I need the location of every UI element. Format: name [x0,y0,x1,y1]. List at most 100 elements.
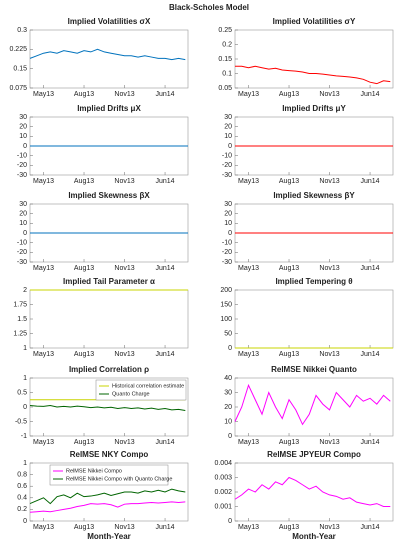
y-tick-label: 0 [23,518,27,525]
x-tick-label: Jun14 [361,91,380,98]
x-tick-label: Nov13 [114,351,134,358]
series-line [29,488,186,505]
x-tick-label: Jun14 [361,524,380,531]
y-tick-label: 0.8 [17,471,27,478]
x-tick-label: Nov13 [114,524,134,531]
x-tick-label: Nov13 [114,178,134,185]
subplot-title: RelMSE NKY Compo [70,450,149,459]
subplot: RelMSE NKY Compo 0 0.2 0.4 0.6 0.8 1 May13 Aug13… [17,450,189,541]
x-tick-label: May13 [238,178,259,185]
y-tick-label: -20 [17,249,27,256]
legend-label: Quanto Charge [112,391,150,397]
y-tick-label: 0.5 [17,389,27,396]
y-tick-label: 30 [19,201,27,208]
axes-frame [234,29,394,89]
axes-frame [234,377,394,437]
subplot: Implied Skewness βY -30 -20 -10 0 10 20 30 May13… [222,191,394,272]
subplot: Implied Volatilities σY 0.05 0.1 0.15 0.2 0.2… [218,17,394,98]
y-tick-label: -30 [222,259,232,266]
y-tick-label: 20 [19,124,27,131]
axes-frame [29,29,189,89]
y-tick-label: 0.2 [222,41,232,48]
x-tick-label: May13 [33,91,54,98]
y-tick-label: 30 [224,201,232,208]
y-tick-label: -30 [17,259,27,266]
y-tick-label: 1 [23,375,27,382]
x-tick-label: Jun14 [156,439,175,446]
y-tick-label: 30 [19,114,27,121]
legend-box [95,379,187,401]
y-tick-label: 0.25 [218,27,232,34]
x-tick-label: May13 [33,524,54,531]
series-line [29,48,186,61]
y-tick-label: 1 [23,345,27,352]
x-tick-label: Jun14 [156,178,175,185]
x-tick-label: Nov13 [319,524,339,531]
series-line [234,476,391,507]
x-tick-label: Jun14 [156,265,175,272]
subplot-title: RelMSE JPYEUR Compo [267,450,361,459]
x-tick-label: May13 [238,524,259,531]
x-tick-label: Nov13 [319,91,339,98]
x-tick-label: Aug13 [279,351,299,358]
y-tick-label: 30 [224,389,232,396]
y-tick-label: 0.002 [214,489,232,496]
y-tick-label: 0 [23,404,27,411]
x-tick-label: Nov13 [114,91,134,98]
y-tick-label: -20 [17,162,27,169]
x-tick-label: Aug13 [279,265,299,272]
subplot-title: Implied Skewness βY [273,191,355,200]
x-tick-label: Aug13 [279,439,299,446]
axes-frame [29,289,189,349]
subplot-title: Implied Tempering θ [275,277,352,286]
series-line [29,501,186,513]
x-tick-label: Aug13 [279,524,299,531]
x-tick-label: Jun14 [361,439,380,446]
x-tick-label: May13 [33,351,54,358]
y-tick-label: 0.004 [214,460,232,467]
x-axis-label: Month-Year [87,532,131,541]
y-tick-label: -1 [21,433,27,440]
y-tick-label: -10 [222,240,232,247]
y-tick-label: 0 [228,518,232,525]
x-tick-label: Jun14 [156,524,175,531]
subplot: Implied Tail Parameter α 1 1.25 1.5 1.75 2 May… [13,277,189,358]
legend-label: RelMSE Nikkei Compo [66,468,122,474]
subplot: Implied Tempering θ 0 50 100 150 200 May13 Aug1… [220,277,394,358]
y-tick-label: 10 [224,418,232,425]
subplot-title: Implied Volatilities σY [273,17,356,26]
y-tick-label: 0.2 [17,506,27,513]
subplot: RelMSE Nikkei Quanto 0 10 20 30 40 May13 Aug13 N… [224,365,394,446]
x-tick-label: Jun14 [361,178,380,185]
y-tick-label: 0.15 [13,66,27,73]
subplot: Implied Correlation ρ -1 -0.5 0 0.5 1 May13 Aug… [15,365,189,446]
y-tick-label: -10 [222,153,232,160]
subplot: Implied Drifts μY -30 -20 -10 0 10 20 30 May13 Au… [222,104,394,185]
y-tick-label: 30 [224,114,232,121]
x-tick-label: Nov13 [319,178,339,185]
y-tick-label: 0.4 [17,495,27,502]
subplot-title: Implied Correlation ρ [69,365,149,374]
x-tick-label: Aug13 [74,265,94,272]
y-tick-label: 20 [224,404,232,411]
subplot-title: Implied Drifts μY [282,104,346,113]
subplot: Implied Skewness βX -30 -20 -10 0 10 20 30 May13… [17,191,189,272]
x-tick-label: May13 [33,178,54,185]
axes-frame [234,289,394,349]
y-tick-label: 20 [224,211,232,218]
subplot-title: Implied Volatilities σX [68,17,151,26]
x-tick-label: Nov13 [319,265,339,272]
x-tick-label: Jun14 [361,351,380,358]
x-tick-label: Nov13 [114,439,134,446]
x-tick-label: May13 [238,91,259,98]
y-tick-label: 1.75 [13,301,27,308]
y-tick-label: 20 [224,124,232,131]
y-tick-label: 0.3 [17,27,27,34]
x-tick-label: Jun14 [156,351,175,358]
x-tick-label: Nov13 [319,351,339,358]
x-tick-label: May13 [33,439,54,446]
legend-box [49,464,169,486]
y-tick-label: 150 [220,301,232,308]
y-tick-label: 100 [220,316,232,323]
